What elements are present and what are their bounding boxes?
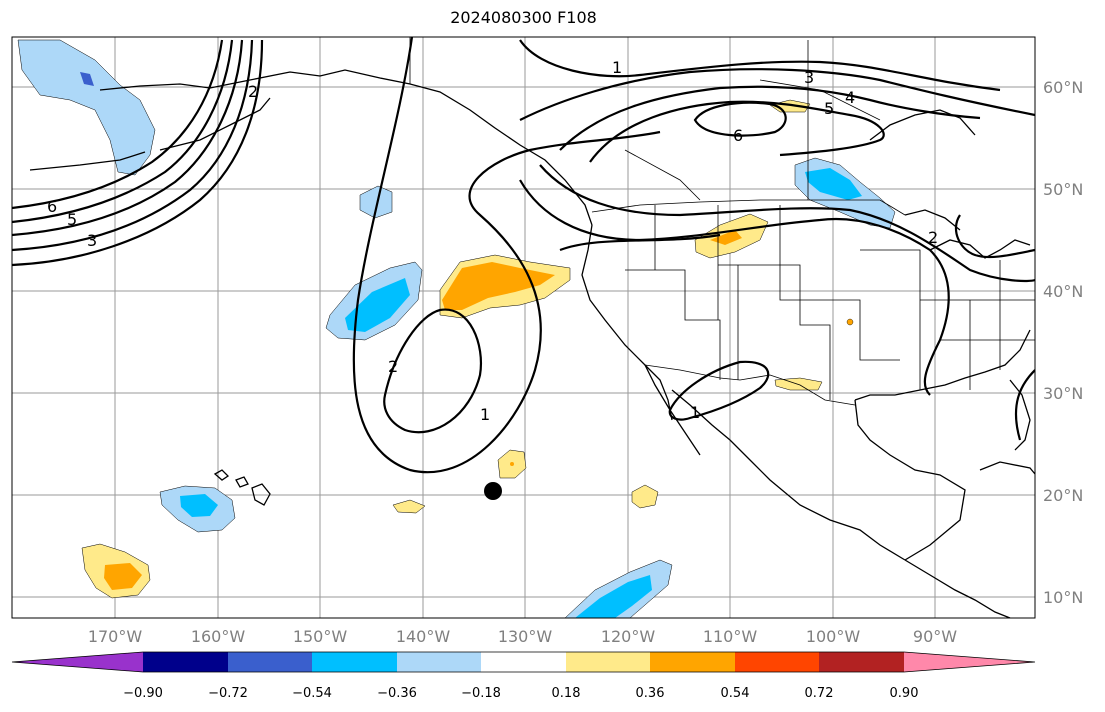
colorbar-segment xyxy=(735,652,819,672)
lat-label: 10°N xyxy=(1043,588,1083,607)
colorbar-segment xyxy=(566,652,650,672)
contour-label: 5 xyxy=(824,99,834,118)
colorbar-max-extend xyxy=(904,652,1035,672)
colorbar-tick: −0.72 xyxy=(208,686,248,701)
contour-label: 3 xyxy=(87,231,97,250)
lon-label: 130°W xyxy=(498,627,553,646)
lon-label: 120°W xyxy=(601,627,656,646)
storm-position-marker xyxy=(484,482,502,500)
lon-label: 90°W xyxy=(913,627,957,646)
colorbar-min-extend xyxy=(12,652,143,672)
contour-label: 2 xyxy=(248,82,258,101)
colorbar-tick: 0.36 xyxy=(636,686,665,701)
contour-label: 3 xyxy=(804,68,814,87)
colorbar-segment xyxy=(481,652,566,672)
latitude-labels: 60°N 50°N 40°N 30°N 20°N 10°N xyxy=(1043,78,1083,607)
lon-label: 170°W xyxy=(88,627,143,646)
colorbar-segment xyxy=(228,652,312,672)
colorbar-tick: 0.54 xyxy=(721,686,750,701)
colorbar-tick: −0.18 xyxy=(461,686,501,701)
lat-label: 20°N xyxy=(1043,486,1083,505)
contour-label: 2 xyxy=(388,357,398,376)
longitude-labels: 170°W 160°W 150°W 140°W 130°W 120°W 110°… xyxy=(88,627,957,646)
colorbar-tick: −0.54 xyxy=(292,686,332,701)
lon-label: 110°W xyxy=(703,627,758,646)
contour-labels: 1 2 3 4 5 6 6 5 3 2 1 2 1 xyxy=(47,58,938,424)
lat-label: 50°N xyxy=(1043,180,1083,199)
lon-label: 140°W xyxy=(396,627,451,646)
contour-label: 1 xyxy=(612,58,622,77)
lat-label: 40°N xyxy=(1043,282,1083,301)
graticule xyxy=(12,37,1035,618)
map-frame xyxy=(11,36,1036,619)
colorbar-tick: 0.72 xyxy=(805,686,834,701)
colorbar-segment xyxy=(312,652,397,672)
contour-label: 1 xyxy=(690,403,700,422)
contour-label: 6 xyxy=(47,197,57,216)
shaded-anomalies xyxy=(17,39,896,618)
map-title: 2024080300 F108 xyxy=(450,8,597,27)
lon-label: 100°W xyxy=(806,627,861,646)
contours xyxy=(12,37,1035,474)
lon-label: 160°W xyxy=(191,627,246,646)
contour-label: 4 xyxy=(845,88,855,107)
colorbar-segment xyxy=(397,652,481,672)
contour-label: 2 xyxy=(928,228,938,247)
colorbar-segment xyxy=(819,652,904,672)
colorbar-segment xyxy=(143,652,228,672)
lat-label: 60°N xyxy=(1043,78,1083,97)
colorbar-tick: −0.36 xyxy=(377,686,417,701)
colorbar: −0.90 −0.72 −0.54 −0.36 −0.18 0.18 0.36 … xyxy=(11,651,1036,701)
colorbar-tick: 0.18 xyxy=(552,686,581,701)
map-panel xyxy=(12,37,1035,618)
lat-label: 30°N xyxy=(1043,384,1083,403)
colorbar-tick: −0.90 xyxy=(123,686,163,701)
contour-label: 5 xyxy=(67,210,77,229)
contour-label: 1 xyxy=(480,405,490,424)
colorbar-segment xyxy=(650,652,735,672)
colorbar-tick: 0.90 xyxy=(890,686,919,701)
contour-label: 6 xyxy=(733,126,743,145)
lon-label: 150°W xyxy=(293,627,348,646)
